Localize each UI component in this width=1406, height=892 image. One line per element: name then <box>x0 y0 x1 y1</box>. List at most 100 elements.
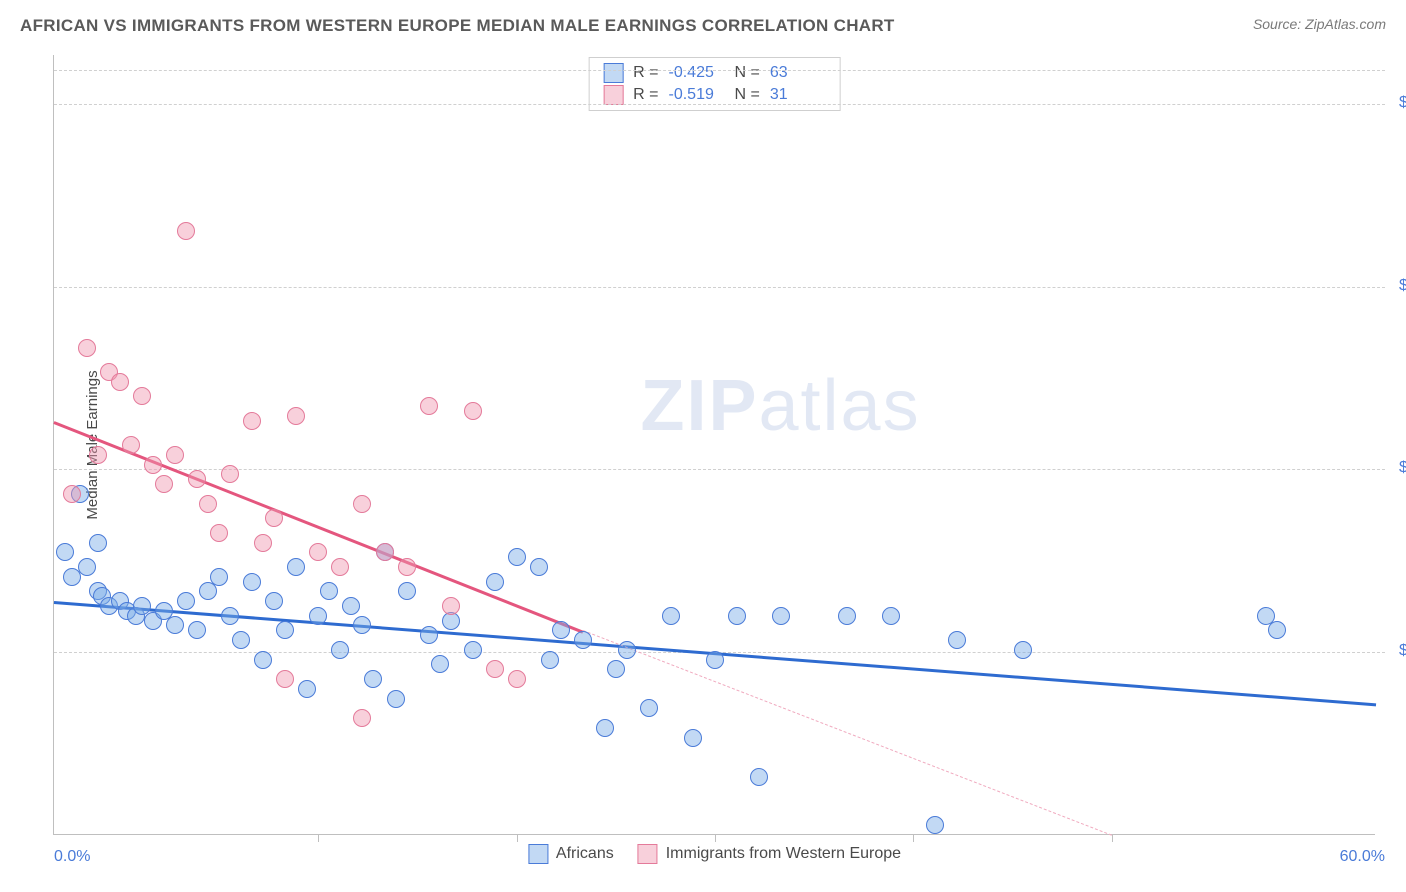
legend-label: Africans <box>556 845 614 863</box>
legend-label: Immigrants from Western Europe <box>666 845 901 863</box>
legend-swatch <box>638 844 658 864</box>
data-point <box>210 524 228 542</box>
data-point <box>364 670 382 688</box>
data-point <box>133 387 151 405</box>
data-point <box>948 631 966 649</box>
data-point <box>254 534 272 552</box>
data-point <box>398 582 416 600</box>
data-point <box>188 621 206 639</box>
data-point <box>265 509 283 527</box>
chart-header: AFRICAN VS IMMIGRANTS FROM WESTERN EUROP… <box>20 16 1386 36</box>
data-point <box>243 412 261 430</box>
data-point <box>63 485 81 503</box>
data-point <box>596 719 614 737</box>
data-point <box>155 475 173 493</box>
data-point <box>188 470 206 488</box>
data-point <box>298 680 316 698</box>
data-point <box>78 558 96 576</box>
data-point <box>166 616 184 634</box>
data-point <box>210 568 228 586</box>
legend-swatch <box>528 844 548 864</box>
chart-title: AFRICAN VS IMMIGRANTS FROM WESTERN EUROP… <box>20 16 895 36</box>
data-point <box>199 495 217 513</box>
data-point <box>387 690 405 708</box>
x-tick <box>517 834 518 842</box>
data-point <box>508 548 526 566</box>
chart-source: Source: ZipAtlas.com <box>1253 16 1386 32</box>
data-point <box>353 709 371 727</box>
data-point <box>309 543 327 561</box>
data-point <box>838 607 856 625</box>
x-tick <box>715 834 716 842</box>
data-point <box>221 607 239 625</box>
data-point <box>486 573 504 591</box>
y-tick-label: $75,000 <box>1385 459 1406 477</box>
y-tick-label: $150,000 <box>1385 94 1406 112</box>
data-point <box>926 816 944 834</box>
legend-r-label: R = <box>633 86 658 104</box>
x-tick <box>913 834 914 842</box>
legend-n-value: 63 <box>770 64 826 82</box>
data-point <box>618 641 636 659</box>
data-point <box>331 641 349 659</box>
gridline <box>54 104 1385 105</box>
data-point <box>486 660 504 678</box>
x-axis-min-label: 0.0% <box>54 848 90 866</box>
legend-series: Africans Immigrants from Western Europe <box>528 844 901 864</box>
x-axis-max-label: 60.0% <box>1340 848 1385 866</box>
data-point <box>287 407 305 425</box>
data-point <box>662 607 680 625</box>
legend-item: Africans <box>528 844 614 864</box>
data-point <box>144 456 162 474</box>
data-point <box>640 699 658 717</box>
data-point <box>89 534 107 552</box>
data-point <box>728 607 746 625</box>
data-point <box>89 446 107 464</box>
data-point <box>750 768 768 786</box>
data-point <box>1268 621 1286 639</box>
gridline <box>54 70 1385 71</box>
legend-swatch <box>603 63 623 83</box>
data-point <box>508 670 526 688</box>
data-point <box>530 558 548 576</box>
data-point <box>420 626 438 644</box>
data-point <box>254 651 272 669</box>
watermark: ZIPatlas <box>640 365 920 447</box>
legend-r-label: R = <box>633 64 658 82</box>
data-point <box>541 651 559 669</box>
data-point <box>265 592 283 610</box>
data-point <box>353 495 371 513</box>
data-point <box>177 592 195 610</box>
data-point <box>287 558 305 576</box>
data-point <box>166 446 184 464</box>
data-point <box>431 655 449 673</box>
data-point <box>552 621 570 639</box>
data-point <box>376 543 394 561</box>
data-point <box>464 402 482 420</box>
gridline <box>54 469 1385 470</box>
data-point <box>221 465 239 483</box>
data-point <box>684 729 702 747</box>
legend-swatch <box>603 85 623 105</box>
data-point <box>882 607 900 625</box>
data-point <box>398 558 416 576</box>
data-point <box>420 397 438 415</box>
data-point <box>276 670 294 688</box>
data-point <box>56 543 74 561</box>
data-point <box>574 631 592 649</box>
data-point <box>111 373 129 391</box>
data-point <box>199 582 217 600</box>
scatter-plot-area: Median Male Earnings ZIPatlas R =-0.425N… <box>53 55 1375 835</box>
legend-row: R =-0.519N =31 <box>603 84 826 106</box>
data-point <box>706 651 724 669</box>
legend-row: R =-0.425N =63 <box>603 62 826 84</box>
data-point <box>442 597 460 615</box>
gridline <box>54 287 1385 288</box>
data-point <box>243 573 261 591</box>
data-point <box>232 631 250 649</box>
data-point <box>353 616 371 634</box>
data-point <box>464 641 482 659</box>
data-point <box>320 582 338 600</box>
data-point <box>276 621 294 639</box>
data-point <box>1014 641 1032 659</box>
